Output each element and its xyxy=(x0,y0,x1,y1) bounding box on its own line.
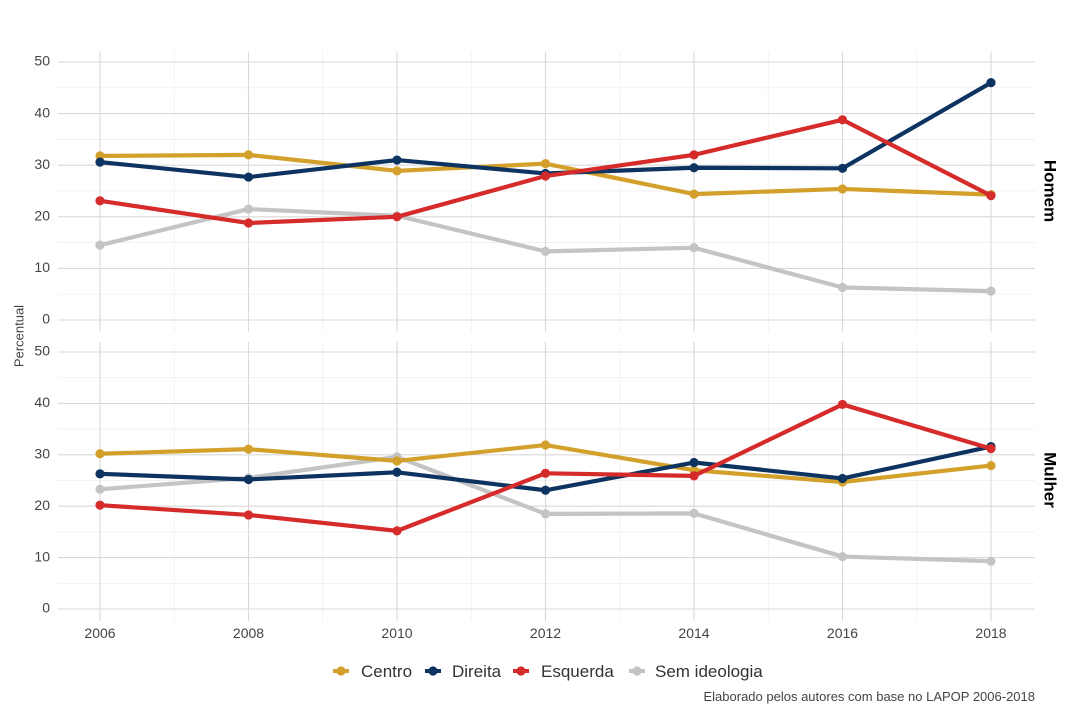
legend-item-esquerda: Esquerda xyxy=(513,662,614,681)
x-tick-label: 2014 xyxy=(678,625,709,641)
y-tick-label: 0 xyxy=(42,311,50,327)
y-tick-label: 10 xyxy=(34,548,50,564)
data-point-centro-2014 xyxy=(689,189,699,199)
x-tick-label: 2008 xyxy=(233,625,264,641)
legend-item-sem-ideologia: Sem ideologia xyxy=(629,662,763,681)
y-tick-label: 30 xyxy=(34,446,50,462)
x-tick-label: 2010 xyxy=(381,625,412,641)
y-tick-label: 50 xyxy=(34,53,50,69)
x-tick-label: 2012 xyxy=(530,625,561,641)
data-point-sem-ideologia-2012 xyxy=(540,509,551,519)
data-point-centro-2018 xyxy=(986,460,996,471)
y-tick-label: 10 xyxy=(34,259,50,275)
data-point-centro-2008 xyxy=(243,444,254,454)
data-point-esquerda-2008 xyxy=(243,510,254,520)
data-point-direita-2016 xyxy=(837,163,848,173)
data-point-direita-2008 xyxy=(243,172,254,182)
panel-mulher: 0 10 20 30 40 50 Mulher xyxy=(34,341,1060,621)
y-tick-label: 40 xyxy=(34,394,50,410)
panel-homem: 0 10 20 30 40 50 Homem xyxy=(34,51,1060,332)
data-point-sem-ideologia-2014 xyxy=(689,508,699,518)
caption: Elaborado pelos autores com base no LAPO… xyxy=(704,689,1036,704)
data-point-esquerda-2018 xyxy=(986,444,996,454)
data-point-direita-2014 xyxy=(689,457,699,468)
data-point-centro-2010 xyxy=(392,166,402,176)
legend-label-esquerda: Esquerda xyxy=(541,662,614,681)
y-tick-label: 50 xyxy=(34,343,50,359)
data-point-sem-ideologia-2008 xyxy=(243,204,254,214)
data-point-direita-2012 xyxy=(540,485,551,495)
data-point-esquerda-2010 xyxy=(392,212,402,222)
legend-label-direita: Direita xyxy=(452,662,502,681)
data-point-esquerda-2016 xyxy=(837,115,848,125)
x-tick-label: 2006 xyxy=(84,625,115,641)
data-point-direita-2006 xyxy=(95,157,105,167)
data-point-direita-2008 xyxy=(243,474,254,485)
data-point-esquerda-2006 xyxy=(95,196,105,206)
legend-item-centro: Centro xyxy=(333,662,412,681)
y-tick-label: 0 xyxy=(42,600,50,616)
x-tick-label: 2016 xyxy=(827,625,858,641)
data-point-esquerda-2014 xyxy=(689,471,699,481)
data-point-centro-2016 xyxy=(837,184,848,194)
panel-mulher-series xyxy=(95,399,996,566)
data-point-esquerda-2012 xyxy=(540,468,551,478)
panel-mulher-y-axis: 0 10 20 30 40 50 xyxy=(34,343,50,616)
strip-label-mulher: Mulher xyxy=(1041,452,1060,508)
data-point-esquerda-2014 xyxy=(689,150,699,160)
data-point-esquerda-2010 xyxy=(392,526,402,536)
data-point-sem-ideologia-2014 xyxy=(689,243,699,253)
data-point-esquerda-2012 xyxy=(540,171,551,181)
y-tick-label: 30 xyxy=(34,156,50,172)
x-tick-label: 2018 xyxy=(975,625,1006,641)
data-point-sem-ideologia-2018 xyxy=(986,556,996,566)
strip-label-homem: Homem xyxy=(1041,160,1060,222)
y-tick-label: 20 xyxy=(34,208,50,224)
data-point-sem-ideologia-2012 xyxy=(540,246,551,256)
data-point-centro-2012 xyxy=(540,159,551,169)
data-point-centro-2006 xyxy=(95,449,105,459)
data-point-esquerda-2018 xyxy=(986,191,996,201)
y-tick-label: 40 xyxy=(34,104,50,120)
data-point-centro-2008 xyxy=(243,150,254,160)
data-point-sem-ideologia-2006 xyxy=(95,240,105,250)
data-point-sem-ideologia-2006 xyxy=(95,484,105,494)
data-point-sem-ideologia-2016 xyxy=(837,282,848,293)
panel-homem-y-axis: 0 10 20 30 40 50 xyxy=(34,53,50,327)
data-point-sem-ideologia-2018 xyxy=(986,286,996,296)
data-point-esquerda-2016 xyxy=(837,399,848,410)
data-point-sem-ideologia-2016 xyxy=(837,551,848,562)
data-point-direita-2010 xyxy=(392,155,402,165)
x-axis: 2006 2008 2010 2012 2014 2016 2018 xyxy=(84,625,1006,641)
data-point-centro-2012 xyxy=(540,440,551,450)
data-point-direita-2018 xyxy=(986,78,996,88)
y-axis-label: Percentual xyxy=(11,305,26,367)
legend: Centro Direita Esquerda Sem ideologia xyxy=(333,662,763,681)
legend-label-centro: Centro xyxy=(361,662,412,681)
data-point-esquerda-2008 xyxy=(243,218,254,228)
data-point-direita-2006 xyxy=(95,469,105,479)
data-point-direita-2016 xyxy=(837,473,848,484)
data-point-esquerda-2006 xyxy=(95,500,105,510)
data-point-centro-2010 xyxy=(392,456,402,466)
legend-label-sem-ideologia: Sem ideologia xyxy=(655,662,763,681)
y-tick-label: 20 xyxy=(34,497,50,513)
data-point-direita-2010 xyxy=(392,467,402,477)
panel-homem-series xyxy=(95,78,996,296)
data-point-direita-2014 xyxy=(689,163,699,173)
legend-item-direita: Direita xyxy=(425,662,502,681)
